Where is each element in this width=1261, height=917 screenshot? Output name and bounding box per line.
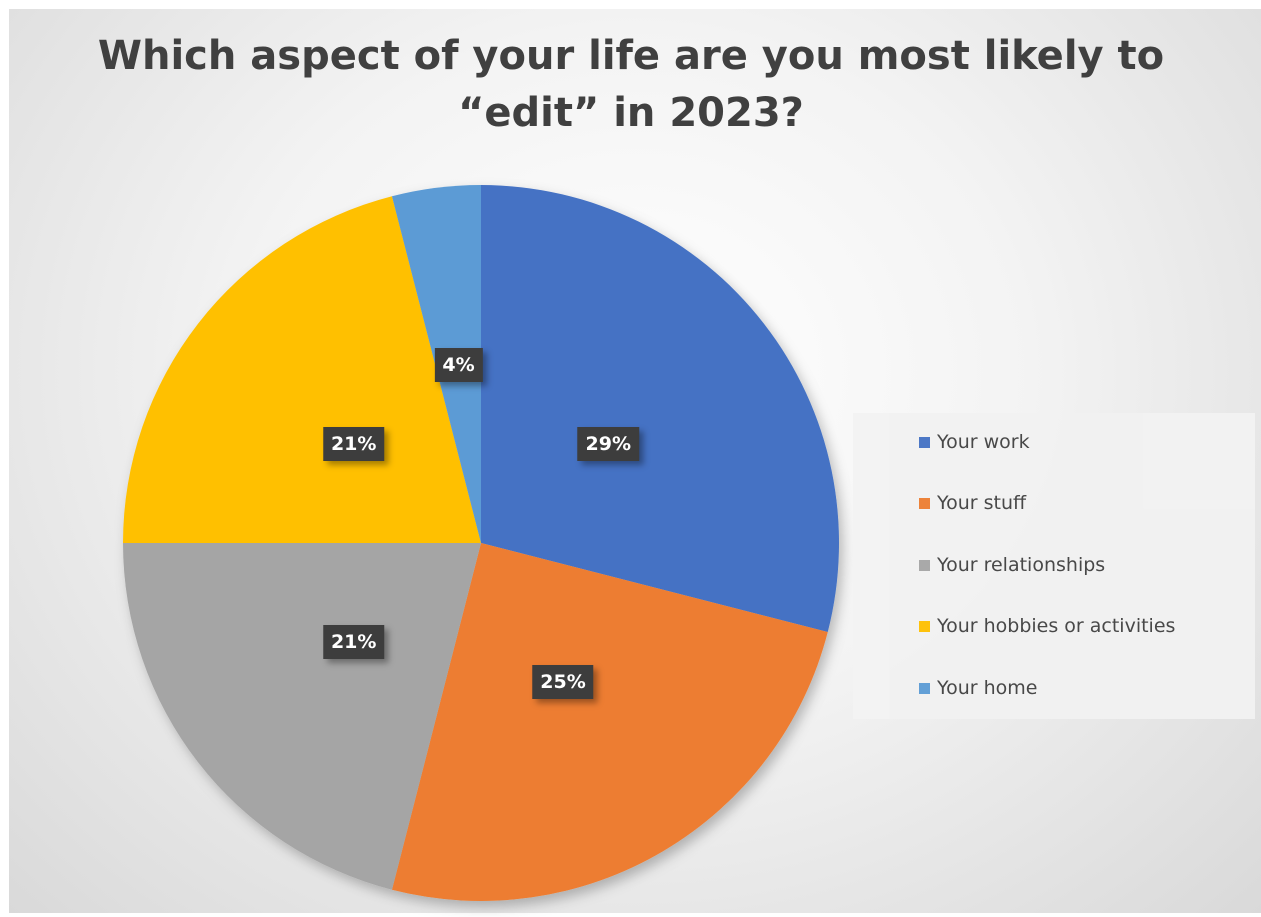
pie-slices <box>123 185 839 901</box>
legend-swatch-work <box>919 436 930 448</box>
legend-swatch-home <box>919 682 930 694</box>
legend-item-stuff: Your stuff <box>919 492 1026 514</box>
legend-label-home: Your home <box>937 677 1038 699</box>
chart-title-line-2: “edit” in 2023? <box>458 90 804 136</box>
pie-slice-work <box>481 185 839 633</box>
pie-slice-relationships <box>123 543 481 890</box>
data-label-hobbies: 21% <box>322 427 385 462</box>
legend-item-hobbies: Your hobbies or activities <box>919 615 1175 637</box>
data-label-stuff: 25% <box>532 664 594 699</box>
chart-title: Which aspect of your life are you most l… <box>0 28 1261 142</box>
data-label-home: 4% <box>434 348 483 383</box>
legend-swatch-relationships <box>919 559 930 571</box>
chart-title-line-1: Which aspect of your life are you most l… <box>97 33 1165 79</box>
pie-slice-hobbies <box>123 196 481 543</box>
legend-item-work: Your work <box>919 431 1030 453</box>
pie-slice-stuff <box>391 543 828 901</box>
legend-label-work: Your work <box>937 431 1030 453</box>
data-label-work: 29% <box>577 427 640 462</box>
legend-swatch-stuff <box>919 497 930 509</box>
legend-item-home: Your home <box>919 677 1037 699</box>
data-label-relationships: 21% <box>322 624 385 659</box>
legend-item-relationships: Your relationships <box>919 554 1105 576</box>
legend-label-hobbies: Your hobbies or activities <box>937 615 1176 637</box>
legend-label-stuff: Your stuff <box>937 492 1027 514</box>
legend-swatch-hobbies <box>919 620 930 632</box>
legend: Your work Your stuff Your relationships … <box>853 413 1255 719</box>
legend-label-relationships: Your relationships <box>937 554 1106 576</box>
